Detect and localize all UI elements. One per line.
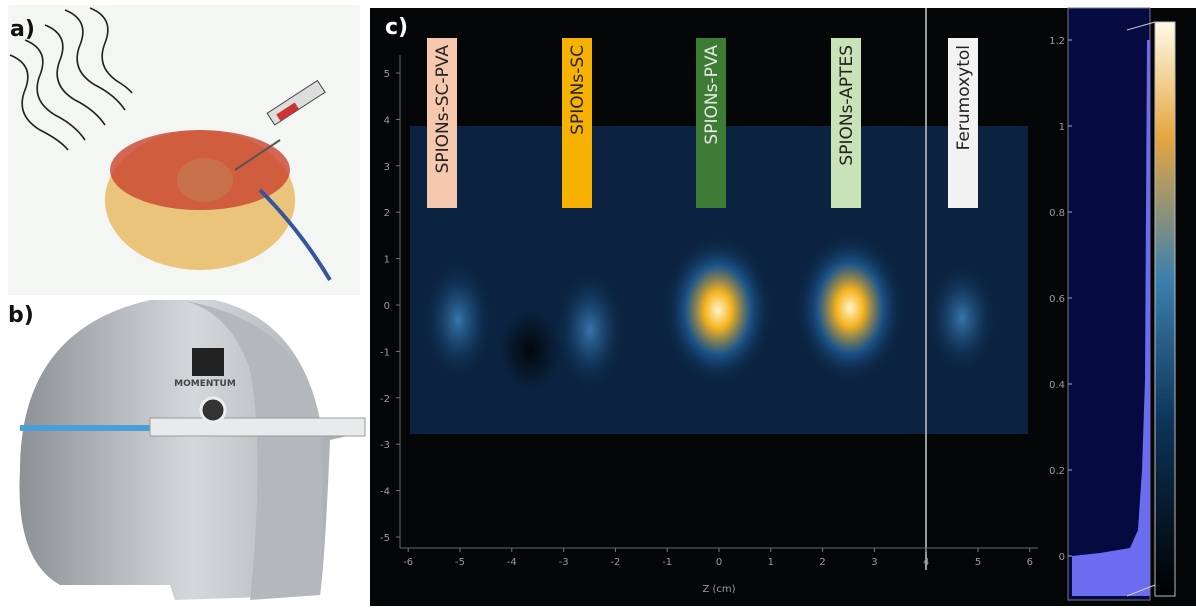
colorbar-tick-label: 1 — [1059, 122, 1065, 133]
sample-label: SPIONs-PVA — [702, 45, 722, 145]
panel-a: a) — [8, 5, 360, 295]
x-tick-label: -1 — [662, 557, 672, 568]
x-tick-label: 2 — [819, 557, 825, 568]
scanner-front — [180, 300, 323, 600]
panel — [192, 348, 224, 376]
panel-c: Z (cm) c) -6 -5 -4 -3 -2 -1 0 1 2 3 4 5 6 -5 -4 -3 -2 -1 0… — [370, 7, 1196, 606]
colorbar-tick-label: 0 — [1059, 552, 1065, 563]
signal — [555, 270, 625, 390]
y-tick-label: -4 — [380, 487, 390, 498]
tumor — [177, 158, 233, 202]
x-tick-label: 0 — [716, 557, 722, 568]
vein — [258, 188, 332, 282]
colorbar-tick-label: 0.2 — [1049, 466, 1065, 477]
colorbar-tick-label: 0.4 — [1049, 380, 1065, 391]
sample-label-bg — [696, 38, 726, 208]
sample-label-bg — [831, 38, 861, 208]
histogram — [1072, 40, 1150, 596]
x-tick-label: 1 — [768, 557, 774, 568]
signal — [927, 263, 997, 373]
signal — [423, 260, 493, 380]
sample-label-bg — [948, 38, 978, 208]
y-tick-label: -5 — [380, 533, 390, 544]
bore — [199, 396, 227, 424]
x-tick-label: 3 — [871, 557, 877, 568]
signal — [500, 310, 560, 390]
colorbar-tick-label: 1.2 — [1049, 36, 1065, 47]
table — [149, 417, 366, 437]
panel-label: c) — [385, 15, 408, 40]
device-text: MOMENTUM — [174, 379, 236, 389]
y-tick-label: 4 — [384, 115, 390, 126]
y-tick-label: 5 — [384, 69, 390, 80]
x-tick-label: 5 — [975, 557, 981, 568]
sample-label: SPIONs-SC — [568, 45, 588, 135]
y-tick-label: 1 — [384, 255, 390, 266]
y-tick-label: -2 — [380, 394, 390, 405]
waves — [9, 7, 133, 151]
panel-label: a) — [10, 17, 35, 42]
colorbar-tick-label: 0.8 — [1049, 208, 1065, 219]
y-tick-label: 2 — [384, 208, 390, 219]
sample-label: SPIONs-APTES — [837, 45, 857, 166]
x-tick-label: -2 — [610, 557, 620, 568]
panel-b: MOMENTUM b) — [8, 300, 366, 600]
signal — [795, 233, 905, 383]
panel-label: b) — [8, 303, 34, 328]
x-tick-label: -5 — [455, 557, 465, 568]
x-tick-label: -4 — [507, 557, 517, 568]
x-tick-label: -3 — [559, 557, 569, 568]
x-tick-label: -6 — [403, 557, 413, 568]
y-tick-label: -3 — [380, 440, 390, 451]
signal — [663, 235, 773, 385]
sample-label: Ferumoxytol — [954, 45, 974, 150]
colorbar-handle — [1126, 21, 1156, 597]
y-tick-label: 3 — [384, 162, 390, 173]
stripe — [20, 425, 165, 431]
histogram-bg — [1067, 7, 1151, 601]
x-tick-label: 4 — [923, 557, 929, 568]
sample-label-bg — [562, 38, 592, 208]
syringe — [234, 79, 326, 171]
x-axis-label: Z (cm) — [702, 584, 735, 595]
sample-label-bg — [427, 38, 457, 208]
y-tick-label: -1 — [380, 347, 390, 358]
x-tick-label: 6 — [1027, 557, 1033, 568]
sample-label: SPIONs-SC-PVA — [433, 45, 453, 174]
colorbar — [1154, 21, 1176, 597]
y-tick-label: 0 — [384, 301, 390, 312]
colorbar-tick-label: 0.6 — [1049, 294, 1065, 305]
